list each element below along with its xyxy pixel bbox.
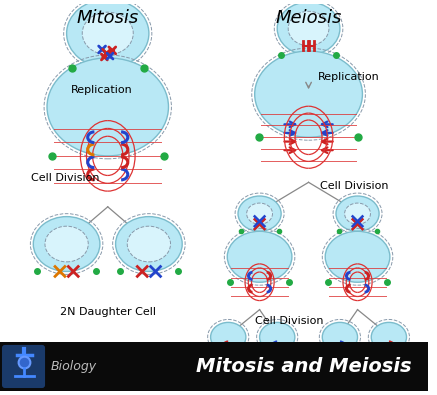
Ellipse shape (45, 226, 88, 262)
Text: Biology: Biology (51, 360, 97, 373)
Circle shape (19, 357, 30, 369)
Text: Meiosis: Meiosis (275, 9, 342, 27)
Ellipse shape (336, 196, 379, 231)
Ellipse shape (325, 231, 390, 282)
Bar (0, 342, 428, 391)
Ellipse shape (371, 322, 406, 352)
Ellipse shape (33, 216, 100, 271)
Text: Cell Division: Cell Division (31, 173, 100, 183)
Ellipse shape (277, 2, 340, 55)
Text: Cell Division: Cell Division (255, 316, 323, 325)
Ellipse shape (288, 11, 329, 46)
Text: 2N Daughter Cell: 2N Daughter Cell (60, 307, 156, 317)
Text: Mitosis and Meiosis: Mitosis and Meiosis (196, 357, 412, 376)
FancyBboxPatch shape (2, 345, 45, 388)
Ellipse shape (260, 322, 295, 352)
Text: Replication: Replication (319, 71, 380, 81)
Ellipse shape (246, 203, 273, 224)
Text: Cell Division: Cell Division (320, 181, 389, 191)
Ellipse shape (66, 0, 149, 68)
Ellipse shape (211, 322, 246, 352)
Ellipse shape (127, 226, 170, 262)
Ellipse shape (47, 58, 169, 156)
Ellipse shape (238, 196, 281, 231)
Ellipse shape (255, 51, 362, 137)
Ellipse shape (322, 322, 357, 352)
Ellipse shape (227, 231, 292, 282)
Ellipse shape (82, 12, 133, 55)
Ellipse shape (116, 216, 182, 271)
Text: Mitosis: Mitosis (76, 9, 139, 27)
Text: Replication: Replication (70, 85, 132, 95)
Ellipse shape (345, 203, 371, 224)
